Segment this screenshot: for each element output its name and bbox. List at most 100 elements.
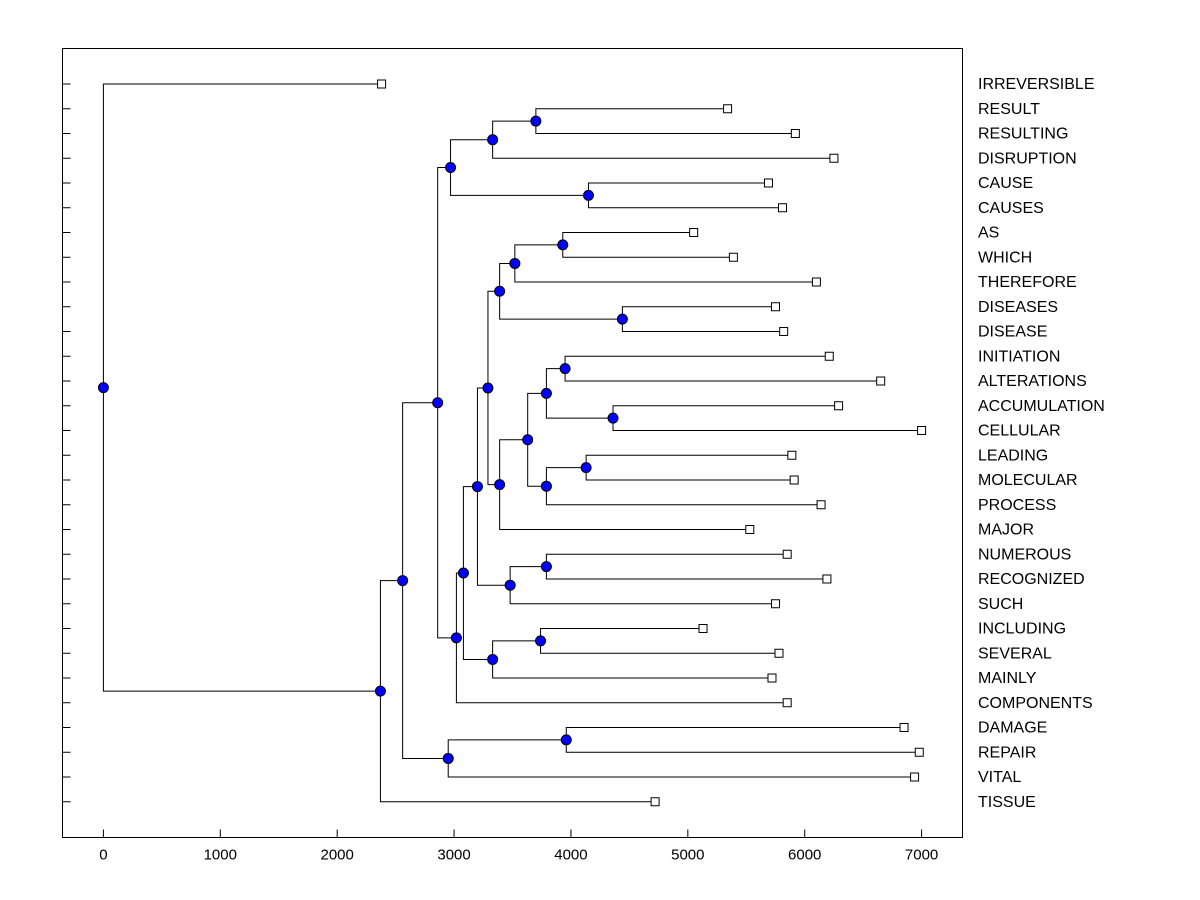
merge-node [374, 685, 386, 697]
merge-node [450, 632, 462, 644]
merge-node [432, 397, 444, 409]
merge-node [582, 189, 594, 201]
x-tick-label: 2000 [320, 847, 353, 864]
leaf-marker [910, 772, 920, 782]
leaf-label: ACCUMULATION [978, 398, 1105, 415]
merge-node [471, 481, 483, 493]
leaf-label: VITAL [978, 769, 1021, 786]
leaf-label: CAUSES [978, 200, 1044, 217]
branch [402, 402, 449, 759]
leaf-label: ALTERATIONS [978, 373, 1087, 390]
leaf-label: CELLULAR [978, 423, 1061, 440]
leaf-marker [779, 327, 789, 336]
branch [450, 139, 589, 196]
leaf-label: THEREFORE [978, 274, 1077, 291]
leaf-marker [790, 129, 800, 138]
merge-node [540, 480, 552, 492]
merge-node [557, 239, 569, 251]
x-tick-label: 6000 [788, 847, 821, 864]
x-tick-label: 0 [99, 847, 107, 864]
x-tick-label: 3000 [437, 847, 470, 864]
leaf-label: INCLUDING [978, 621, 1066, 638]
leaf-label: DAMAGE [978, 720, 1047, 737]
leaf-marker [698, 624, 708, 633]
merge-node [97, 382, 109, 394]
leaf-label: AS [978, 225, 999, 242]
leaf-markers [377, 79, 927, 807]
branch [535, 108, 796, 134]
leaf-label: DISEASE [978, 324, 1047, 341]
leaf-label: CAUSE [978, 175, 1033, 192]
x-tick-label: 7000 [905, 847, 938, 864]
merge-node [482, 382, 494, 394]
merge-node [487, 653, 499, 665]
branch [540, 628, 779, 654]
x-tick-label: 1000 [204, 847, 237, 864]
leaf-marker [816, 500, 826, 510]
leaf-label: IRREVERSIBLE [978, 76, 1094, 93]
branch [514, 244, 817, 283]
merge-node [540, 387, 552, 399]
leaf-marker [689, 228, 699, 237]
branch [545, 467, 822, 506]
leaf-labels: IRREVERSIBLE RESULT RESULTING DISRUPTION CAU… [978, 76, 1105, 811]
merge-node [560, 734, 572, 746]
leaf-marker [899, 723, 909, 732]
leaf-marker [811, 277, 821, 287]
leaf-marker [778, 203, 787, 213]
leaf-marker [914, 747, 924, 757]
x-tick-label: 5000 [671, 847, 704, 864]
branch [492, 120, 834, 159]
plot-frame [62, 48, 963, 838]
leaf-marker [787, 450, 797, 460]
branch [565, 727, 920, 753]
merge-node [559, 363, 571, 375]
leaf-label: REPAIR [978, 744, 1036, 761]
merge-node [580, 462, 592, 474]
x-axis: 0 1000 2000 3000 4000 5000 6000 7000 [99, 829, 938, 864]
leaf-label: NUMEROUS [978, 546, 1071, 563]
merge-node [509, 257, 521, 269]
leaf-marker [763, 178, 773, 188]
leaf-label: MOLECULAR [978, 472, 1078, 489]
leaf-marker [377, 79, 387, 89]
leaf-label: SEVERAL [978, 645, 1052, 662]
leaf-marker [770, 302, 780, 312]
branch [509, 566, 776, 605]
leaf-label: MAINLY [978, 670, 1037, 687]
leaf-label: RESULT [978, 101, 1040, 118]
merge-node [494, 285, 506, 297]
leaf-label: LEADING [978, 447, 1048, 464]
merge-node [442, 752, 454, 764]
dendrogram-branches [102, 83, 922, 803]
branch [447, 739, 915, 778]
x-tick-label: 4000 [554, 847, 587, 864]
leaf-label: WHICH [978, 249, 1032, 266]
branch [545, 368, 614, 419]
branch [612, 405, 922, 431]
leaf-marker [822, 574, 832, 584]
branch [379, 580, 656, 803]
branch [587, 182, 783, 209]
merge-node [487, 134, 499, 146]
merge-node [522, 434, 534, 446]
branch [102, 83, 382, 692]
branch [499, 439, 750, 530]
branch [585, 454, 795, 481]
merge-node [457, 567, 469, 579]
leaf-marker [917, 426, 927, 435]
y-axis-ticks [62, 83, 71, 803]
leaf-marker [723, 104, 733, 114]
leaf-label: TISSUE [978, 794, 1036, 811]
branch [455, 572, 788, 704]
leaf-marker [650, 797, 660, 807]
leaf-label: SUCH [978, 596, 1023, 613]
merge-node [535, 635, 547, 647]
leaf-marker [789, 475, 799, 485]
leaf-marker [770, 599, 780, 609]
leaf-label: DISRUPTION [978, 150, 1077, 167]
leaf-marker [824, 351, 834, 361]
merge-node [494, 479, 506, 491]
leaf-marker [728, 252, 738, 262]
